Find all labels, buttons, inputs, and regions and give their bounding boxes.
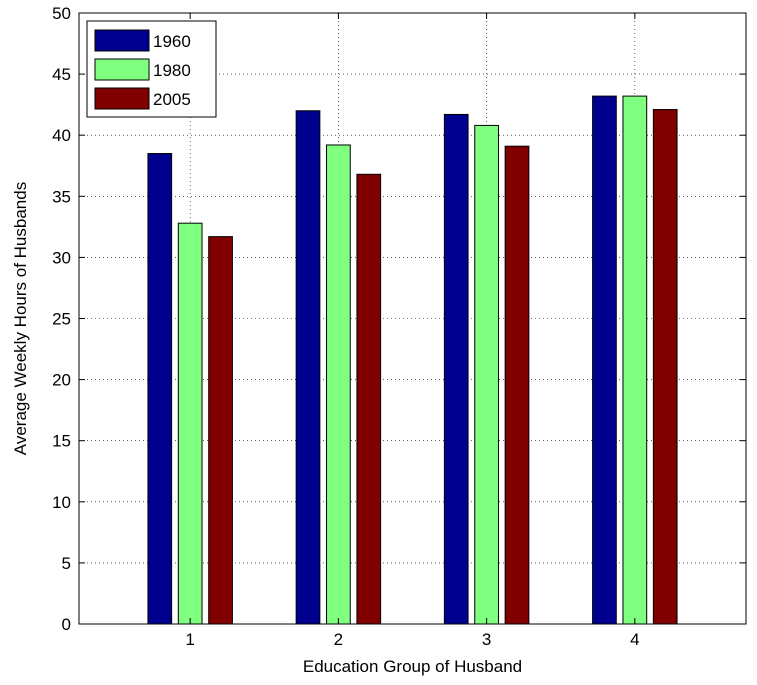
legend-label-1980: 1980 <box>153 61 191 80</box>
y-tick-label: 45 <box>52 65 71 84</box>
legend-label-1960: 1960 <box>153 32 191 51</box>
legend-swatch-1980 <box>94 58 150 81</box>
y-tick-label: 25 <box>52 310 71 329</box>
bars <box>147 95 678 625</box>
bar-1980-1 <box>177 222 203 625</box>
y-tick-label: 35 <box>52 187 71 206</box>
bar-1960-2 <box>295 110 321 625</box>
bar-1960-3 <box>443 113 469 625</box>
y-axis-label: Average Weekly Hours of Husbands <box>11 182 30 455</box>
x-tick-label: 3 <box>482 630 491 649</box>
legend-label-2005: 2005 <box>153 90 191 109</box>
bar-1980-3 <box>474 124 499 625</box>
bar-1960-1 <box>147 153 173 625</box>
y-tick-label: 20 <box>52 371 71 390</box>
bar-1960-4 <box>592 95 617 625</box>
y-tick-label: 5 <box>62 554 71 573</box>
y-tick-label: 10 <box>52 493 71 512</box>
y-tick-label: 15 <box>52 432 71 451</box>
bar-2005-4 <box>652 109 678 625</box>
legend-swatch-2005 <box>94 87 150 110</box>
bar-1980-2 <box>326 144 351 625</box>
legend: 1960 1980 2005 <box>86 20 217 118</box>
y-tick-label: 30 <box>52 248 71 267</box>
bar-2005-3 <box>504 145 530 625</box>
y-tick-label: 0 <box>62 615 71 634</box>
x-tick-label: 4 <box>630 630 639 649</box>
y-tick-label: 40 <box>52 126 71 145</box>
y-tick-label: 50 <box>52 4 71 23</box>
x-axis-label: Education Group of Husband <box>303 657 522 676</box>
bar-2005-1 <box>208 236 233 625</box>
bar-2005-2 <box>356 173 382 625</box>
x-tick-label: 2 <box>334 630 343 649</box>
legend-swatch-1960 <box>94 29 150 52</box>
axis-ticks: 0 5 10 15 20 25 30 35 40 45 50 1 2 3 4 <box>52 4 746 649</box>
x-tick-label: 1 <box>185 630 194 649</box>
bar-1980-4 <box>622 95 648 625</box>
